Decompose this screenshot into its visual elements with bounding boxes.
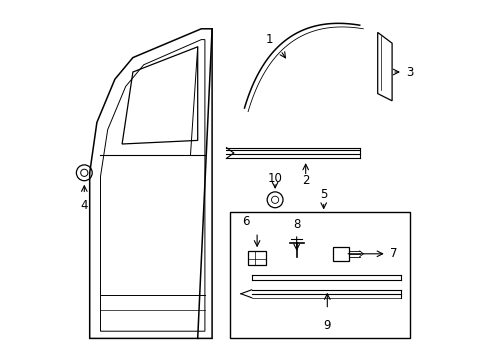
Text: 7: 7 [389, 247, 397, 260]
Text: 1: 1 [265, 33, 273, 46]
Text: 10: 10 [267, 172, 282, 185]
Text: 5: 5 [319, 188, 327, 201]
Text: 2: 2 [301, 174, 309, 186]
Text: 4: 4 [81, 199, 88, 212]
Text: 9: 9 [323, 319, 330, 332]
Text: 6: 6 [242, 215, 249, 228]
Bar [230, 212, 409, 338]
Text: 3: 3 [406, 66, 413, 78]
Text: 8: 8 [292, 219, 300, 231]
